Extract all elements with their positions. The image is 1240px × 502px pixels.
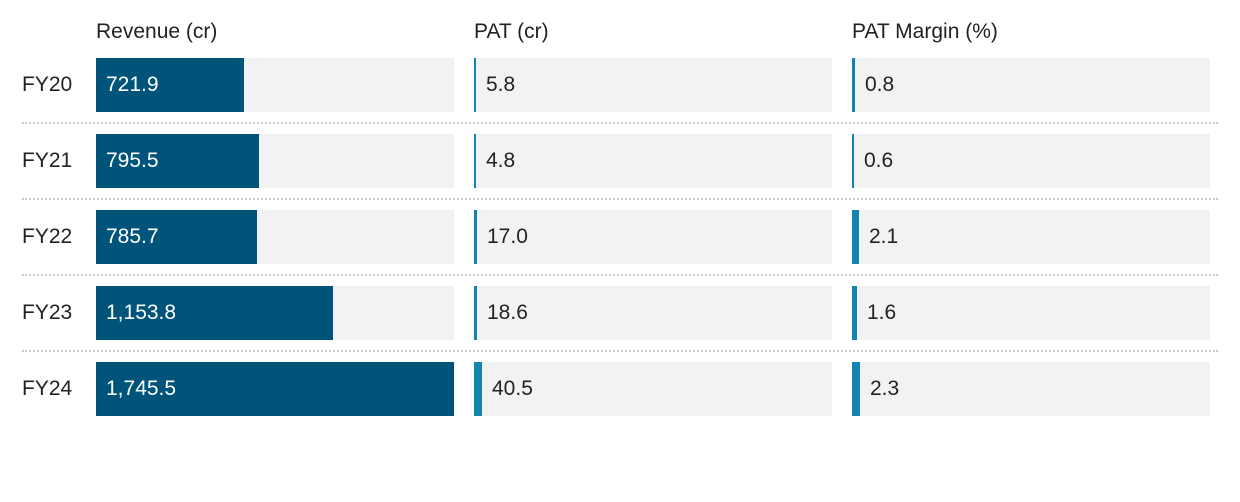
bar-1-2 [474,210,477,264]
data-label-0-3: 1,153.8 [106,301,177,324]
row-label-fy20: FY20 [22,73,73,96]
bar-1-0 [474,58,476,112]
row-label-fy22: FY22 [22,225,73,248]
data-label-0-1: 795.5 [106,149,159,172]
bar-track-2-4: 2.3 [852,362,1210,416]
data-label-1-2: 17.0 [487,225,528,248]
bar-track-2-3: 1.6 [852,286,1210,340]
row-label-fy23: FY23 [22,301,73,324]
row-separator-2 [22,274,1218,276]
bar-track-2-1: 0.6 [852,134,1210,188]
bar-0-0 [96,58,244,112]
data-label-1-1: 4.8 [486,149,516,172]
bar-track-0-4: 1,745.5 [96,362,454,416]
data-label-2-0: 0.8 [865,73,895,96]
bar-track-1-3: 18.6 [474,286,832,340]
column-header-1: PAT (cr) [474,20,549,43]
data-label-2-3: 1.6 [867,301,897,324]
row-label-fy21: FY21 [22,149,73,172]
bar-0-4 [96,362,454,416]
bar-1-3 [474,286,477,340]
column-header-0: Revenue (cr) [96,20,218,43]
bar-1-4 [474,362,482,416]
row-separator-3 [22,350,1218,352]
bar-2-1 [852,134,854,188]
bar-2-3 [852,286,857,340]
row-separator-1 [22,198,1218,200]
bar-track-0-3: 1,153.8 [96,286,454,340]
data-label-0-0: 721.9 [106,73,159,96]
data-label-1-0: 5.8 [486,73,516,96]
data-label-1-4: 40.5 [492,377,533,400]
data-label-0-2: 785.7 [106,225,159,248]
bar-2-4 [852,362,860,416]
bar-track-0-1: 795.5 [96,134,454,188]
bar-0-1 [96,134,259,188]
row-separator-0 [22,122,1218,124]
bar-track-1-0: 5.8 [474,58,832,112]
bar-track-2-2: 2.1 [852,210,1210,264]
data-label-0-4: 1,745.5 [106,377,177,400]
bar-track-1-2: 17.0 [474,210,832,264]
data-label-2-2: 2.1 [869,225,899,248]
bar-track-0-2: 785.7 [96,210,454,264]
data-label-1-3: 18.6 [487,301,528,324]
bar-0-2 [96,210,257,264]
bar-2-0 [852,58,855,112]
bar-track-1-1: 4.8 [474,134,832,188]
column-header-2: PAT Margin (%) [852,20,998,43]
bar-1-1 [474,134,476,188]
bar-track-1-4: 40.5 [474,362,832,416]
bar-0-3 [96,286,333,340]
data-label-2-4: 2.3 [870,377,900,400]
row-label-fy24: FY24 [22,377,73,400]
bar-track-2-0: 0.8 [852,58,1210,112]
bar-2-2 [852,210,859,264]
data-label-2-1: 0.6 [864,149,894,172]
bar-track-0-0: 721.9 [96,58,454,112]
